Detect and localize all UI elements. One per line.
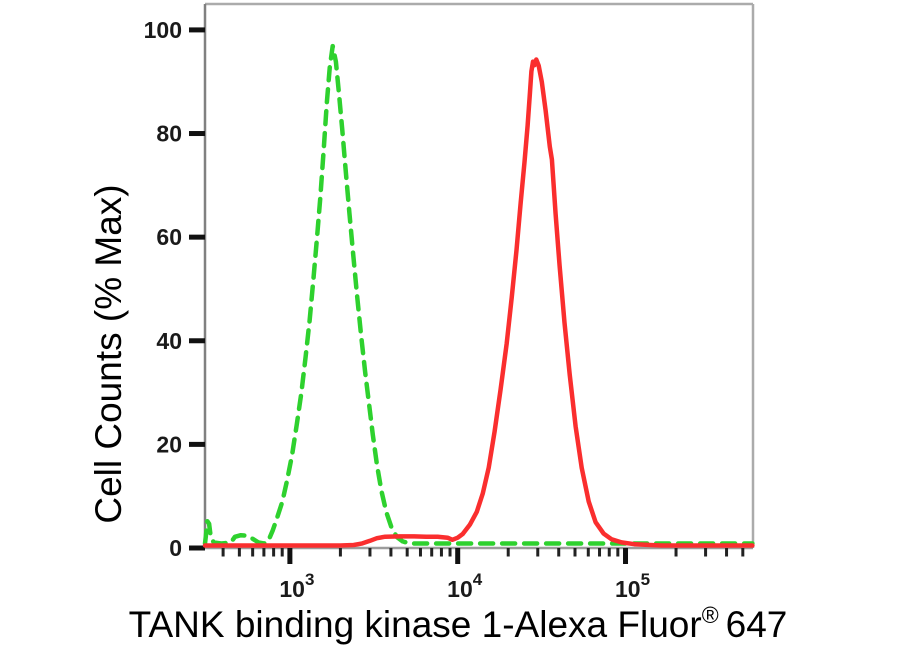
y-axis-title: Cell Counts (% Max) [88,184,129,524]
x-tick-label: 103 [279,570,314,602]
registered-trademark-symbol: ® [701,602,719,628]
x-axis-title-main: TANK binding kinase 1-Alexa Fluor [128,604,702,645]
y-tick-label: 60 [156,224,182,250]
y-tick-label: 80 [156,121,182,147]
y-tick-label: 20 [156,431,182,457]
x-tick-label: 105 [615,570,650,602]
x-axis-title-suffix: 647 [725,604,788,645]
y-tick-label: 40 [156,328,182,354]
y-tick-label: 0 [169,535,182,561]
y-tick-label: 100 [144,17,182,43]
x-tick-label: 104 [447,570,483,602]
x-axis-title: TANK binding kinase 1-Alexa Fluor® 647 [129,604,788,646]
series-green-dashed [202,43,755,546]
series-red-solid [202,57,755,548]
